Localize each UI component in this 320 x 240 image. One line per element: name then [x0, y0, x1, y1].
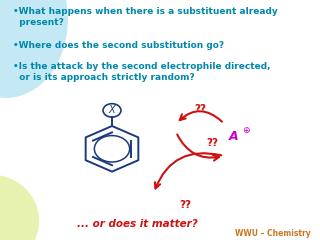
Text: •What happens when there is a substituent already
  present?: •What happens when there is a substituen… — [13, 7, 277, 27]
Text: ... or does it matter?: ... or does it matter? — [77, 219, 198, 229]
Ellipse shape — [0, 0, 67, 97]
Text: A: A — [229, 130, 238, 143]
Text: •Where does the second substitution go?: •Where does the second substitution go? — [13, 41, 224, 50]
Text: ??: ?? — [180, 200, 192, 210]
Text: •Is the attack by the second electrophile directed,
  or is its approach strictl: •Is the attack by the second electrophil… — [13, 62, 270, 83]
Text: X: X — [109, 105, 115, 115]
Ellipse shape — [0, 175, 38, 240]
Text: WWU – Chemistry: WWU – Chemistry — [235, 228, 310, 238]
Text: ⊕: ⊕ — [242, 126, 249, 135]
Text: ??: ?? — [207, 138, 219, 148]
Text: ??: ?? — [194, 104, 206, 114]
